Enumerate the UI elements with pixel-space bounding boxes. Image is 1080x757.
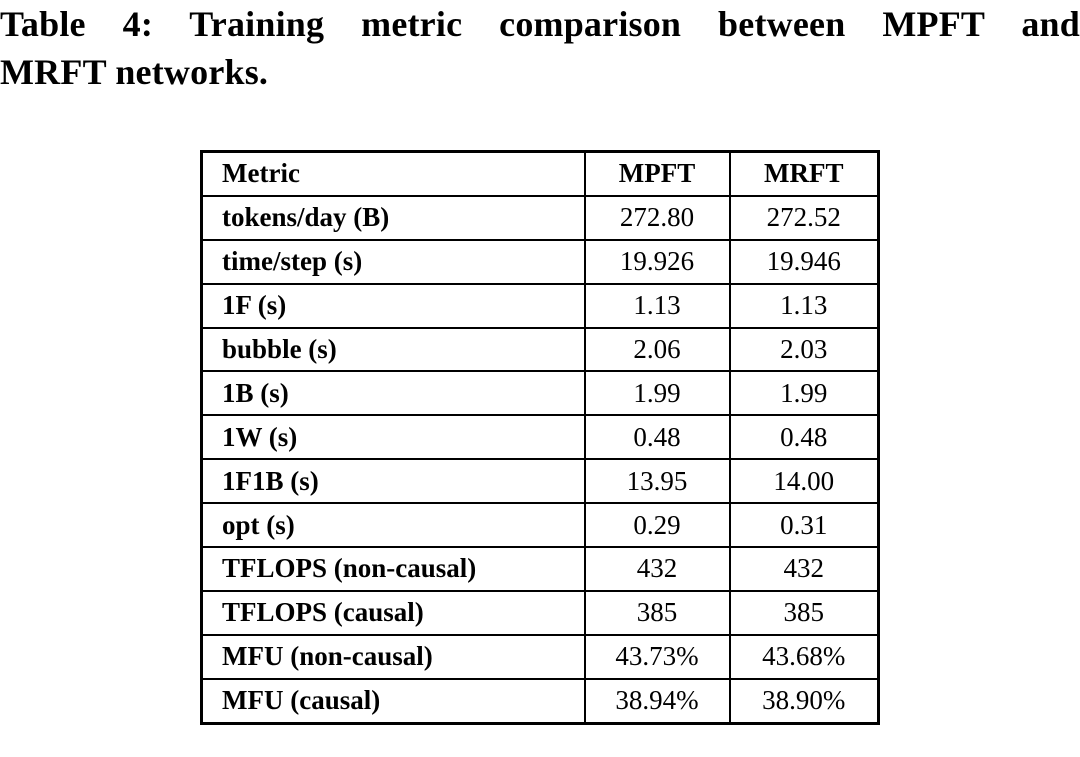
mpft-value-cell: 19.926	[583, 238, 731, 285]
mrft-value-cell: 0.31	[728, 502, 880, 549]
mpft-value-cell: 2.06	[583, 326, 731, 373]
table-caption-line1: Table 4: Training metric comparison betw…	[0, 4, 1080, 44]
table-row: 1W (s) 0.48 0.48	[200, 414, 880, 461]
mrft-value-cell: 1.13	[728, 282, 880, 329]
mpft-value-cell: 38.94%	[583, 677, 731, 725]
mpft-value-cell: 43.73%	[583, 633, 731, 680]
table-row: bubble (s) 2.06 2.03	[200, 326, 880, 373]
mrft-value-cell: 14.00	[728, 458, 880, 505]
mpft-value-cell: 0.48	[583, 414, 731, 461]
mrft-value-cell: 38.90%	[728, 677, 880, 725]
mpft-value-cell: 13.95	[583, 458, 731, 505]
table-row: MFU (causal) 38.94% 38.90%	[200, 677, 880, 725]
mrft-value-cell: 19.946	[728, 238, 880, 285]
metric-name-cell: MFU (causal)	[200, 677, 586, 725]
metric-name-cell: bubble (s)	[200, 326, 586, 373]
table-row: time/step (s) 19.926 19.946	[200, 238, 880, 285]
table-row: MFU (non-causal) 43.73% 43.68%	[200, 633, 880, 680]
table-row: tokens/day (B) 272.80 272.52	[200, 194, 880, 241]
mrft-value-cell: 1.99	[728, 370, 880, 417]
metric-name-cell: 1F (s)	[200, 282, 586, 329]
table-row: 1F1B (s) 13.95 14.00	[200, 458, 880, 505]
table-row: 1B (s) 1.99 1.99	[200, 370, 880, 417]
metric-name-cell: tokens/day (B)	[200, 194, 586, 241]
metric-name-cell: 1W (s)	[200, 414, 586, 461]
col-header-metric: Metric	[200, 150, 586, 197]
table-caption-line2: MRFT networks.	[0, 52, 269, 92]
mrft-value-cell: 432	[728, 546, 880, 592]
mrft-value-cell: 2.03	[728, 326, 880, 373]
mpft-value-cell: 1.99	[583, 370, 731, 417]
table-row: TFLOPS (causal) 385 385	[200, 589, 880, 636]
metric-name-cell: 1B (s)	[200, 370, 586, 417]
col-header-mrft: MRFT	[728, 150, 880, 197]
table-row: opt (s) 0.29 0.31	[200, 502, 880, 549]
col-header-mpft: MPFT	[583, 150, 731, 197]
mrft-value-cell: 0.48	[728, 414, 880, 461]
metric-name-cell: opt (s)	[200, 502, 586, 549]
mpft-value-cell: 1.13	[583, 282, 731, 329]
mpft-value-cell: 272.80	[583, 194, 731, 241]
mrft-value-cell: 43.68%	[728, 633, 880, 680]
metric-name-cell: TFLOPS (causal)	[200, 589, 586, 636]
mrft-value-cell: 385	[728, 589, 880, 636]
metric-name-cell: MFU (non-causal)	[200, 633, 586, 680]
table-row: 1F (s) 1.13 1.13	[200, 282, 880, 329]
table-caption: Table 4: Training metric comparison betw…	[0, 0, 1080, 96]
metric-name-cell: time/step (s)	[200, 238, 586, 285]
metric-name-cell: 1F1B (s)	[200, 458, 586, 505]
table-row: TFLOPS (non-causal) 432 432	[200, 546, 880, 592]
mpft-value-cell: 385	[583, 589, 731, 636]
mpft-value-cell: 0.29	[583, 502, 731, 549]
metric-name-cell: TFLOPS (non-causal)	[200, 546, 586, 592]
mrft-value-cell: 272.52	[728, 194, 880, 241]
metrics-table: Metric MPFT MRFT tokens/day (B) 272.80 2…	[200, 150, 880, 725]
table-header-row: Metric MPFT MRFT	[200, 150, 880, 197]
mpft-value-cell: 432	[583, 546, 731, 592]
